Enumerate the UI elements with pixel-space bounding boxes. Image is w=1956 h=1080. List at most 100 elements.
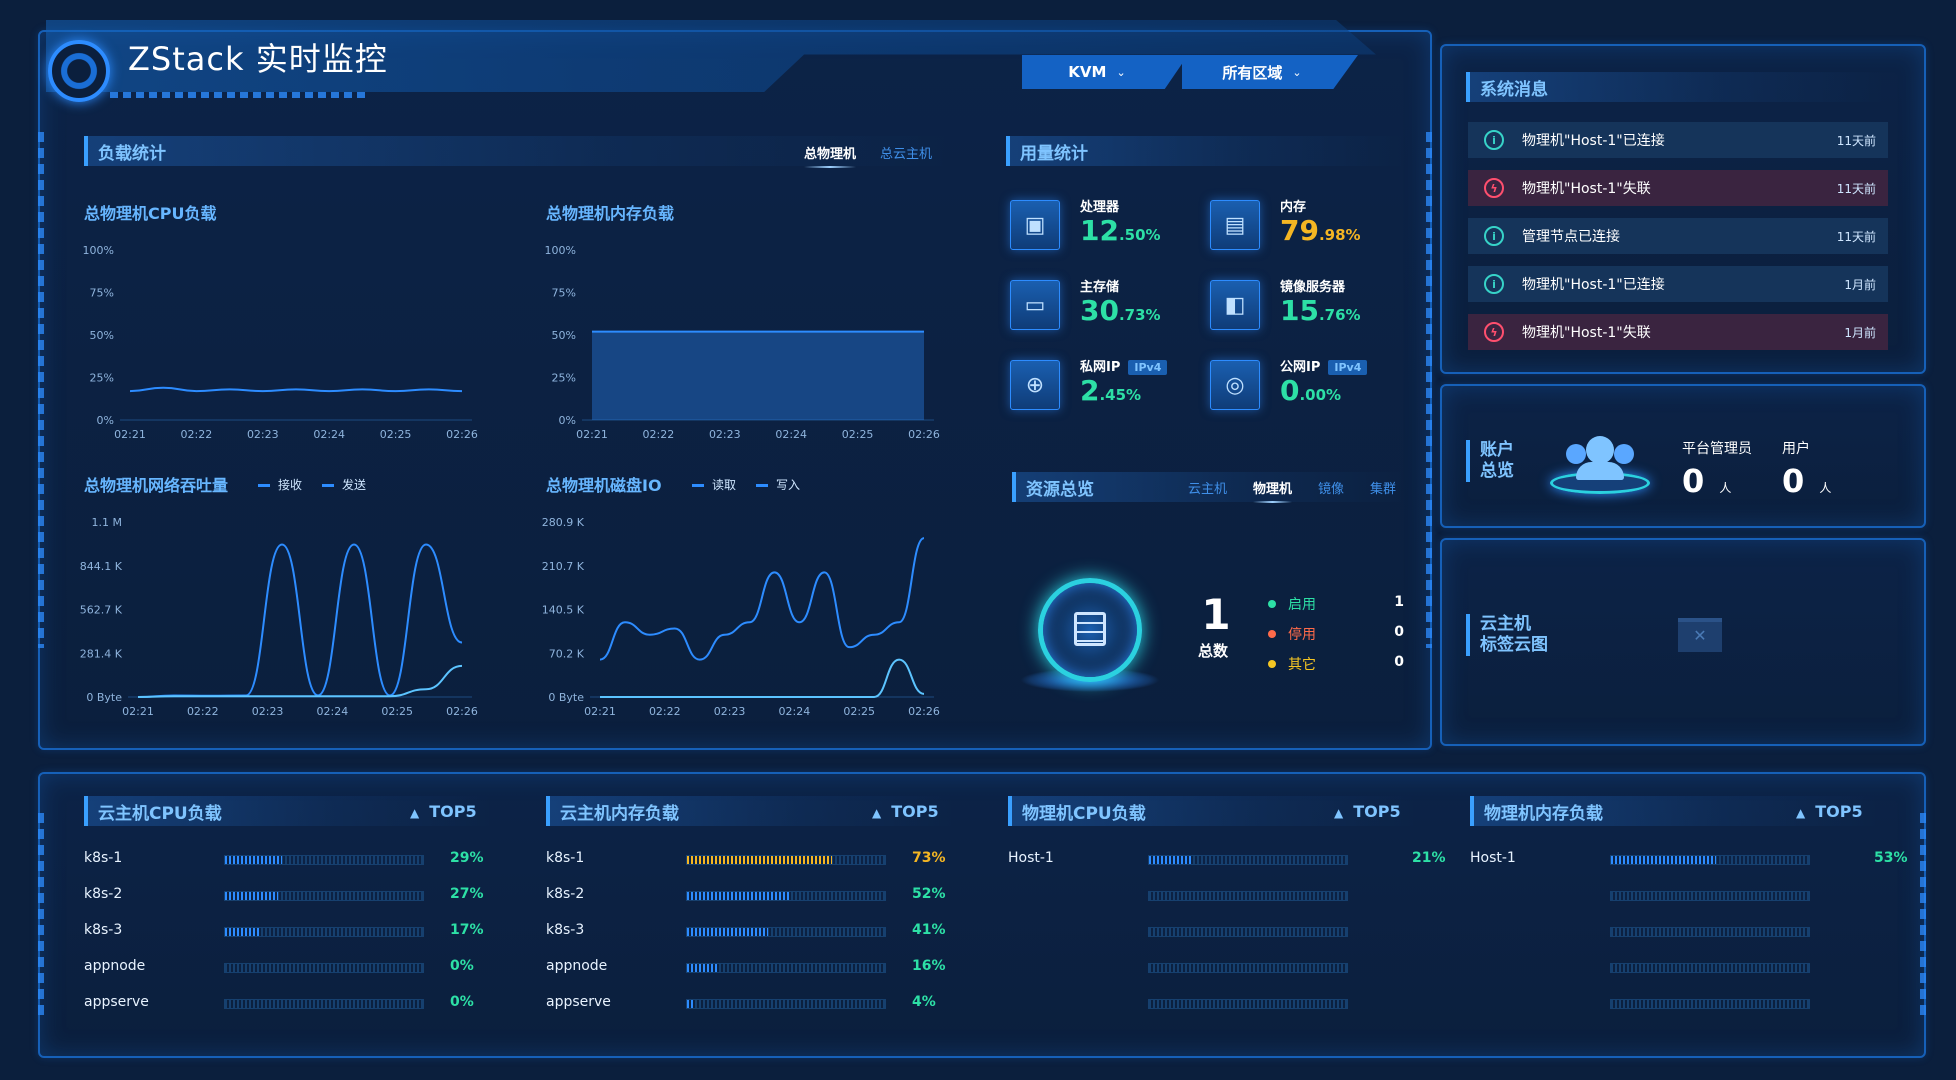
message-time: 1月前 bbox=[1844, 325, 1876, 340]
y-tick-label: 25% bbox=[552, 372, 576, 385]
info-icon: i bbox=[1484, 274, 1504, 294]
tab-image[interactable]: 镜像 bbox=[1318, 482, 1345, 497]
top5-row bbox=[1470, 922, 1880, 942]
top5-row: appnode 0% bbox=[84, 958, 494, 978]
top5-row: Host-1 21% bbox=[1008, 850, 1446, 870]
top5-label: k8s-1 bbox=[546, 850, 585, 866]
tag-cloud-title: 云主机 标签云图 bbox=[1466, 614, 1548, 656]
top5-row bbox=[1008, 922, 1418, 942]
top5-bar bbox=[224, 855, 424, 865]
top5-title: 物理机CPU负载 bbox=[1008, 796, 1418, 826]
resource-state-row: 其它 0 bbox=[1268, 654, 1404, 674]
ip-version-tag: IPv4 bbox=[1328, 360, 1368, 375]
top5-badge: ▲ TOP5 bbox=[410, 802, 477, 821]
usage-item: ◎ 公网IP IPv4 0.00% bbox=[1210, 356, 1400, 416]
message-text: 物理机"Host-1"失联 bbox=[1522, 181, 1651, 197]
top5-bar bbox=[686, 855, 886, 865]
legend-read: 读取 bbox=[692, 476, 736, 493]
top5-row: k8s-2 52% bbox=[546, 886, 956, 906]
top5-bar bbox=[686, 999, 886, 1009]
top5-row bbox=[1008, 958, 1418, 978]
y-tick-label: 25% bbox=[90, 372, 114, 385]
top5-row: k8s-2 27% bbox=[84, 886, 494, 906]
usage-item: ▤ 内存 79.98% bbox=[1210, 196, 1400, 256]
y-tick-label: 562.7 K bbox=[80, 604, 123, 617]
top5-row bbox=[1470, 886, 1880, 906]
y-tick-label: 0 Byte bbox=[86, 691, 122, 704]
message-item[interactable]: ϟ 物理机"Host-1"失联 11天前 bbox=[1468, 170, 1888, 206]
ip-version-tag: IPv4 bbox=[1128, 360, 1168, 375]
legend-send: 发送 bbox=[322, 476, 366, 493]
triangle-up-icon: ▲ bbox=[1334, 806, 1344, 820]
top5-bar-fill bbox=[687, 892, 790, 900]
y-tick-label: 100% bbox=[545, 244, 576, 257]
resource-total: 1 bbox=[1201, 590, 1231, 639]
message-item[interactable]: ϟ 物理机"Host-1"失联 1月前 bbox=[1468, 314, 1888, 350]
y-tick-label: 0% bbox=[97, 414, 114, 427]
y-tick-label: 50% bbox=[552, 329, 576, 342]
x-tick-label: 02:25 bbox=[843, 705, 875, 718]
top5-bar-fill bbox=[1149, 856, 1191, 864]
tab-physical-host[interactable]: 总物理机 bbox=[804, 143, 857, 168]
series-line bbox=[137, 543, 463, 698]
resource-total-label: 总数 bbox=[1198, 642, 1229, 660]
top5-bar bbox=[1610, 855, 1810, 865]
top5-bar bbox=[224, 891, 424, 901]
message-item[interactable]: i 管理节点已连接 11天前 bbox=[1468, 218, 1888, 254]
top5-label: k8s-1 bbox=[84, 850, 123, 866]
message-time: 11天前 bbox=[1836, 181, 1876, 196]
top5-bar bbox=[1610, 999, 1810, 1009]
zone-select[interactable]: 所有区域 ⌄ bbox=[1182, 55, 1358, 89]
series-line bbox=[599, 537, 925, 661]
tab-physical-host[interactable]: 物理机 bbox=[1253, 478, 1293, 503]
top5-bar bbox=[224, 999, 424, 1009]
status-dot bbox=[1268, 660, 1276, 668]
chevron-down-icon: ⌄ bbox=[1292, 65, 1302, 79]
y-tick-label: 50% bbox=[90, 329, 114, 342]
top5-bar bbox=[1610, 963, 1810, 973]
admin-label: 平台管理员 bbox=[1682, 441, 1752, 457]
top5-percent: 21% bbox=[1412, 850, 1446, 866]
top5-bar bbox=[224, 927, 424, 937]
account-title: 账户 总览 bbox=[1466, 440, 1514, 482]
top5-bar-fill bbox=[687, 1000, 695, 1008]
x-tick-label: 02:24 bbox=[313, 428, 345, 441]
series-line bbox=[599, 658, 925, 698]
top5-badge: ▲ TOP5 bbox=[1334, 802, 1401, 821]
message-item[interactable]: i 物理机"Host-1"已连接 1月前 bbox=[1468, 266, 1888, 302]
memory-load-chart: 100% 75% 50% 25% 0%02:21 02:22 02:23 02:24 02:25… bbox=[545, 244, 940, 441]
top5-bar bbox=[1148, 963, 1348, 973]
triangle-up-icon: ▲ bbox=[872, 806, 882, 820]
tab-vm[interactable]: 总云主机 bbox=[880, 147, 933, 162]
load-stats-title: 负载统计 bbox=[84, 136, 954, 166]
series-area bbox=[592, 331, 924, 420]
message-item[interactable]: i 物理机"Host-1"已连接 11天前 bbox=[1468, 122, 1888, 158]
hypervisor-select-value: KVM bbox=[1068, 63, 1107, 81]
messages-title: 系统消息 bbox=[1466, 72, 1886, 102]
tab-vm[interactable]: 云主机 bbox=[1188, 482, 1228, 497]
usage-name: 主存储 bbox=[1080, 280, 1120, 295]
memory-icon: ▤ bbox=[1210, 200, 1260, 250]
resource-tabs: 云主机 物理机 镜像 集群 bbox=[1188, 478, 1397, 503]
message-text: 物理机"Host-1"已连接 bbox=[1522, 277, 1665, 293]
hypervisor-select[interactable]: KVM ⌄ bbox=[1022, 55, 1188, 89]
top5-bar bbox=[686, 963, 886, 973]
y-tick-label: 0 Byte bbox=[548, 691, 584, 704]
top5-row: k8s-3 41% bbox=[546, 922, 956, 942]
top5-row bbox=[1470, 958, 1880, 978]
header-decoration bbox=[110, 92, 370, 98]
account-panel bbox=[1440, 384, 1926, 528]
top5-badge: ▲ TOP5 bbox=[872, 802, 939, 821]
series-line bbox=[129, 386, 463, 393]
top5-bar-fill bbox=[687, 856, 832, 864]
top5-label: appnode bbox=[84, 958, 146, 974]
x-tick-label: 02:21 bbox=[576, 428, 608, 441]
x-tick-label: 02:24 bbox=[317, 705, 349, 718]
triangle-up-icon: ▲ bbox=[1796, 806, 1806, 820]
zstack-logo-icon bbox=[48, 40, 110, 102]
usage-item: ⊕ 私网IP IPv4 2.45% bbox=[1010, 356, 1200, 416]
usage-value: 0.00% bbox=[1280, 374, 1342, 407]
tab-cluster[interactable]: 集群 bbox=[1370, 482, 1397, 497]
disk-chart-legend: 读取 写入 bbox=[692, 476, 800, 493]
